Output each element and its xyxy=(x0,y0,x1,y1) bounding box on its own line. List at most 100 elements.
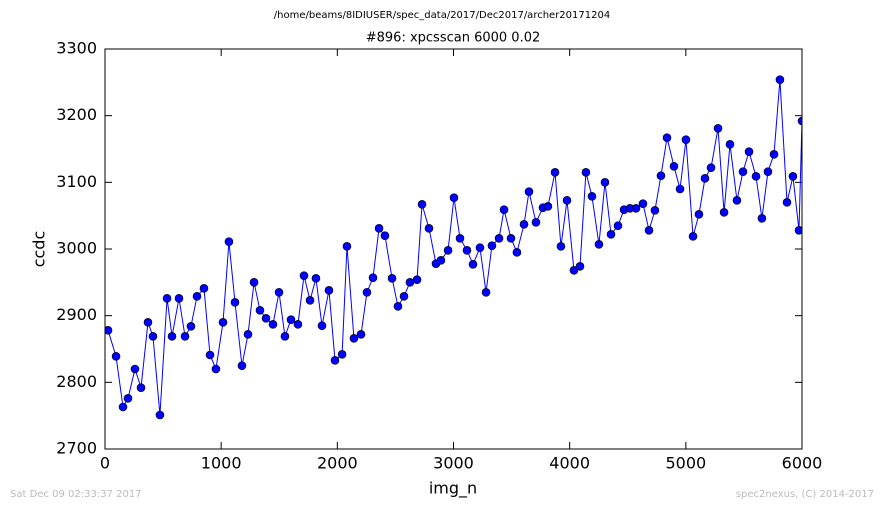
x-tick-label: 6000 xyxy=(782,454,823,473)
data-point xyxy=(255,306,265,315)
data-point xyxy=(475,243,485,252)
data-point xyxy=(399,292,409,301)
data-point xyxy=(581,168,591,177)
data-point xyxy=(243,330,253,339)
x-tick-label: 3000 xyxy=(433,454,474,473)
data-point xyxy=(286,315,296,324)
footer-left: Sat Dec 09 02:33:37 2017 xyxy=(10,489,142,500)
data-point xyxy=(594,240,604,249)
data-point xyxy=(613,221,623,230)
data-point xyxy=(706,163,716,172)
data-point xyxy=(606,230,616,239)
data-point xyxy=(631,204,641,213)
data-point xyxy=(794,226,802,235)
data-point xyxy=(662,133,672,142)
data-point xyxy=(280,332,290,341)
data-point xyxy=(757,214,767,223)
footer-right: spec2nexus, (C) 2014-2017 xyxy=(736,489,874,500)
data-point xyxy=(317,321,327,330)
data-point xyxy=(443,246,453,255)
data-point xyxy=(130,364,140,374)
data-point xyxy=(211,364,221,374)
data-point xyxy=(650,206,660,215)
data-point xyxy=(782,198,792,207)
y-tick-label: 2900 xyxy=(56,305,97,324)
data-point xyxy=(305,296,315,305)
x-tick-label: 4000 xyxy=(549,454,590,473)
data-point xyxy=(543,202,553,211)
data-point xyxy=(311,274,321,283)
plot-frame xyxy=(104,48,803,450)
data-point xyxy=(732,196,742,205)
data-point xyxy=(688,232,698,241)
data-point xyxy=(205,350,215,360)
data-point xyxy=(237,361,247,370)
data-point xyxy=(167,332,177,341)
data-point xyxy=(797,116,802,126)
data-point xyxy=(155,410,165,420)
data-point xyxy=(499,205,509,214)
data-point xyxy=(455,234,465,243)
data-point xyxy=(393,302,403,311)
data-point xyxy=(725,140,735,149)
data-point xyxy=(700,174,710,183)
data-point xyxy=(337,350,347,359)
data-point xyxy=(562,196,572,205)
data-point xyxy=(644,226,654,235)
data-point xyxy=(519,220,529,229)
y-tick-label: 3100 xyxy=(56,172,97,191)
x-axis-label: img_n xyxy=(429,479,477,499)
data-point xyxy=(230,298,240,307)
y-tick-label: 2800 xyxy=(56,372,97,391)
data-point xyxy=(224,237,234,246)
data-point xyxy=(751,172,761,181)
data-point xyxy=(192,292,202,301)
data-point xyxy=(123,394,133,403)
data-point xyxy=(368,273,378,282)
data-point xyxy=(775,75,785,84)
data-point xyxy=(656,171,666,180)
data-point xyxy=(111,352,121,361)
y-tick-label: 3200 xyxy=(56,105,97,124)
data-point xyxy=(462,246,472,255)
data-point xyxy=(118,402,128,412)
data-point xyxy=(436,256,446,265)
y-tick-label: 2700 xyxy=(56,439,97,458)
data-point xyxy=(218,318,228,327)
data-point xyxy=(387,274,397,283)
data-line xyxy=(107,79,802,416)
data-point xyxy=(744,147,754,156)
data-point xyxy=(274,288,284,297)
x-tick-label: 5000 xyxy=(665,454,706,473)
data-point xyxy=(374,224,384,233)
data-point xyxy=(268,320,278,329)
data-point xyxy=(681,135,691,144)
data-point xyxy=(600,178,610,187)
data-point xyxy=(524,187,534,196)
data-point xyxy=(738,167,748,176)
data-point xyxy=(638,199,648,208)
data-point xyxy=(550,168,560,177)
data-point xyxy=(487,241,497,250)
data-point xyxy=(105,326,113,335)
data-point xyxy=(324,286,334,295)
data-point xyxy=(342,242,352,251)
data-point xyxy=(788,172,798,181)
data-point xyxy=(719,208,729,217)
x-tick-label: 0 xyxy=(100,454,110,473)
data-point xyxy=(380,231,390,240)
data-point xyxy=(249,278,259,287)
data-point xyxy=(143,318,153,327)
data-point xyxy=(675,184,685,194)
data-point xyxy=(199,284,209,293)
x-tick-label: 1000 xyxy=(201,454,242,473)
data-point xyxy=(261,314,271,323)
data-point xyxy=(148,332,158,341)
plot-area xyxy=(105,75,802,420)
data-point xyxy=(186,322,196,331)
data-point xyxy=(174,294,184,303)
y-axis-label: ccdc xyxy=(30,231,49,268)
data-point xyxy=(299,271,309,280)
